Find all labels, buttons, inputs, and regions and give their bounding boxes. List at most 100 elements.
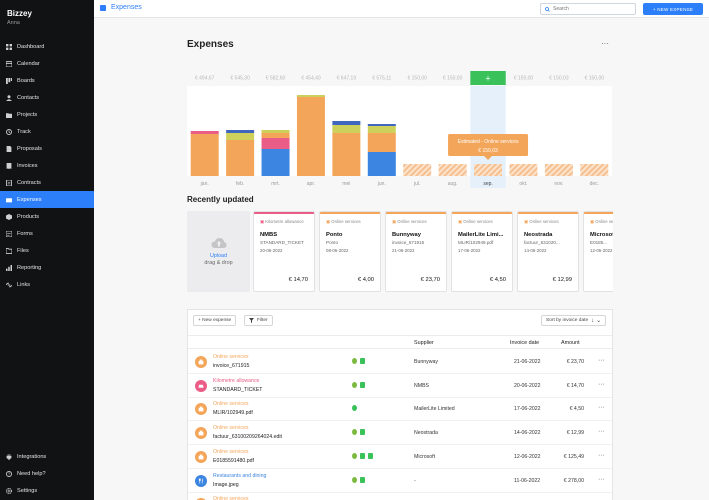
- recent-card[interactable]: ▣ Kilometre allowance NMBS STANDARD_TICKET…: [253, 211, 315, 292]
- chart-bar-segment[interactable]: [332, 133, 361, 176]
- row-category[interactable]: Restaurants and dining: [213, 472, 267, 479]
- chart-bar-segment[interactable]: [261, 133, 290, 138]
- recent-card[interactable]: ▣ Online services Neostrada factuur_631020…: [517, 211, 579, 292]
- column-invoice-date[interactable]: Invoice date: [510, 340, 540, 346]
- row-amount: € 23,70: [566, 359, 584, 365]
- chart-bar-segment[interactable]: [367, 126, 396, 133]
- sidebar-item-forms[interactable]: Forms: [0, 225, 94, 242]
- table-row[interactable]: Online services···: [188, 492, 612, 500]
- row-more-icon[interactable]: ···: [598, 404, 605, 412]
- recent-card[interactable]: ▣ Online services Bunnyway invoice_671915 2…: [385, 211, 447, 292]
- recent-card-amount: € 23,70: [420, 277, 440, 283]
- chart-bar-estimated[interactable]: [403, 164, 432, 176]
- chart-bar-segment[interactable]: [296, 97, 325, 176]
- chart-bar-segment[interactable]: [367, 133, 396, 152]
- chart-bar-segment[interactable]: [332, 121, 361, 125]
- user-name[interactable]: Anna: [7, 20, 20, 26]
- document-icon: [360, 358, 365, 364]
- row-category[interactable]: Online services: [213, 496, 249, 500]
- chart-bar-segment[interactable]: [261, 149, 290, 176]
- sidebar-item-reporting[interactable]: Reporting: [0, 259, 94, 276]
- invoices-icon: [6, 162, 12, 169]
- row-category[interactable]: Online services: [213, 354, 249, 360]
- row-category[interactable]: Kilometre allowance: [213, 377, 260, 384]
- recent-card-color-bar: [320, 212, 380, 214]
- table-row[interactable]: Online services E0185591480.pdf Microsoft 1…: [188, 445, 612, 469]
- chart-bar-segment[interactable]: [367, 152, 396, 176]
- filter-button[interactable]: Filter: [244, 315, 273, 326]
- chart-bar-estimated[interactable]: [474, 164, 503, 176]
- sidebar-nav: Dashboard Calendar Boards Contacts Projects T…: [0, 38, 94, 293]
- table-row[interactable]: Kilometre allowance STANDARD_TICKET NMBS 20…: [188, 374, 612, 398]
- sidebar-item-label: Contacts: [17, 94, 40, 101]
- sidebar-item-boards[interactable]: Boards: [0, 72, 94, 89]
- chart-bar-segment[interactable]: [261, 130, 290, 133]
- new-expense-small-button[interactable]: + New expense: [193, 315, 237, 326]
- sidebar-item-files[interactable]: Files: [0, 242, 94, 259]
- chart-bar-segment[interactable]: [226, 130, 255, 133]
- sidebar-item-settings[interactable]: Settings: [0, 482, 94, 499]
- sidebar-item-projects[interactable]: Projects: [0, 106, 94, 123]
- row-more-icon[interactable]: ···: [598, 475, 605, 483]
- column-amount[interactable]: Amount: [561, 340, 580, 346]
- upload-dropzone[interactable]: Upload drag & drop: [187, 211, 250, 292]
- row-more-icon[interactable]: ···: [598, 380, 605, 388]
- add-estimate-button[interactable]: [470, 71, 506, 85]
- category-icon: ▣: [590, 219, 596, 224]
- recent-card[interactable]: ▣ Online services MailerLite Limi... MLIR/…: [451, 211, 513, 292]
- row-category[interactable]: Online services: [213, 448, 249, 455]
- table-row[interactable]: Online services invoice_671915 Bunnyway 21-…: [188, 350, 612, 374]
- projects-icon: [6, 112, 12, 118]
- chart-bar-segment[interactable]: [226, 133, 255, 140]
- chart-bar-segment[interactable]: [190, 131, 219, 134]
- sidebar-item-need-help[interactable]: ? Need help?: [0, 465, 94, 482]
- row-more-icon[interactable]: ···: [598, 357, 605, 364]
- chart-x-label: aug.: [448, 181, 458, 187]
- recent-card[interactable]: ▣ Online services Microsoft E0185... 12-06-…: [583, 211, 613, 292]
- chart-bar-estimated[interactable]: [509, 164, 538, 176]
- row-status-icons: [352, 476, 365, 483]
- table-row[interactable]: Online services factuur_63100209264024.ed…: [188, 421, 612, 446]
- chart-bar-segment[interactable]: [226, 140, 255, 176]
- sidebar-item-dashboard[interactable]: Dashboard: [0, 38, 94, 55]
- row-supplier: MailerLite Limited: [414, 406, 455, 413]
- row-invoice-date: 21-06-2022: [514, 359, 541, 365]
- sidebar-item-integrations[interactable]: Integrations: [0, 448, 94, 465]
- sidebar-item-label: Links: [17, 281, 31, 288]
- search-box[interactable]: [540, 3, 636, 15]
- sidebar-item-links[interactable]: Links: [0, 276, 94, 293]
- chart-bar-segment[interactable]: [367, 124, 396, 126]
- table-row[interactable]: Online services MLIR/102949.pdf MailerLite…: [188, 397, 612, 422]
- row-category[interactable]: Online services: [213, 401, 249, 408]
- search-input[interactable]: [553, 6, 633, 12]
- chart-tooltip-value: € 150,03: [478, 148, 498, 154]
- column-supplier[interactable]: Supplier: [414, 340, 434, 346]
- row-file: Image.jpeg: [213, 481, 239, 488]
- sidebar-item-track[interactable]: Track: [0, 123, 94, 140]
- sidebar-item-label: Files: [17, 247, 29, 254]
- sidebar-item-contacts[interactable]: Contacts: [0, 89, 94, 106]
- chart-bar-segment[interactable]: [332, 125, 361, 133]
- sidebar-item-calendar[interactable]: Calendar: [0, 55, 94, 72]
- table-row[interactable]: Restaurants and dining Image.jpeg - 11-06-2…: [188, 469, 612, 493]
- search-icon: [545, 6, 550, 12]
- sidebar-item-expenses[interactable]: Expenses: [0, 191, 94, 208]
- sidebar-item-products[interactable]: Products: [0, 208, 94, 225]
- sort-button[interactable]: Sort by invoice date ↓ ⌄: [541, 315, 607, 326]
- recent-card[interactable]: ▣ Online services Ponto Ponto 08-06-2022 € 4…: [319, 211, 381, 292]
- more-options-icon[interactable]: ···: [601, 39, 609, 48]
- row-category[interactable]: Online services: [213, 425, 249, 432]
- new-expense-button[interactable]: + NEW EXPENSE: [643, 3, 703, 15]
- row-more-icon[interactable]: ···: [598, 451, 605, 459]
- chart-bar-segment[interactable]: [190, 134, 219, 176]
- chart-bar-estimated[interactable]: [438, 164, 467, 176]
- sidebar-item-contracts[interactable]: Contracts: [0, 174, 94, 191]
- row-more-icon[interactable]: ···: [598, 428, 605, 436]
- chart-bar-segment[interactable]: [261, 138, 290, 149]
- chart-bar-estimated[interactable]: [580, 164, 609, 176]
- sidebar-item-invoices[interactable]: Invoices: [0, 157, 94, 174]
- chart-bar-estimated[interactable]: [544, 164, 573, 176]
- sidebar-item-proposals[interactable]: Proposals: [0, 140, 94, 157]
- chart-bar-segment[interactable]: [296, 95, 325, 97]
- expenses-icon: [100, 4, 106, 11]
